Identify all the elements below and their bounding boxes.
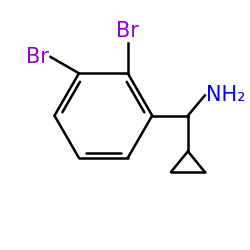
Text: NH₂: NH₂ (206, 86, 245, 105)
Text: Br: Br (116, 21, 139, 41)
Text: Br: Br (26, 47, 48, 67)
